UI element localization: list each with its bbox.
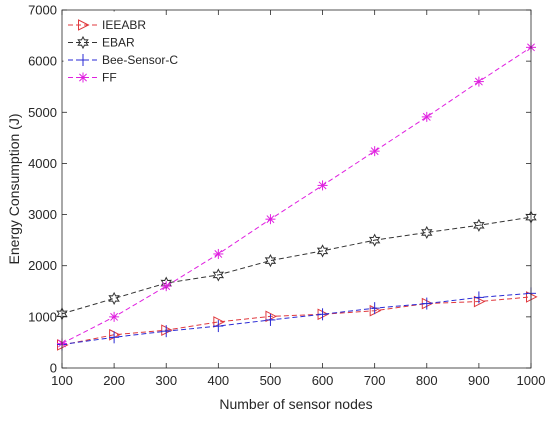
data-point-ebar: [316, 244, 329, 258]
legend-item-ebar: EBAR: [68, 36, 135, 50]
y-tick-label: 6000: [28, 54, 57, 69]
y-tick-label: 3000: [28, 207, 57, 222]
series-layer: [56, 42, 538, 351]
legend-marker: [78, 19, 90, 31]
data-point-bee-sensor-c: [421, 297, 432, 310]
y-tick-label: 4000: [28, 156, 57, 171]
data-point-ff: [265, 214, 276, 225]
y-tick-label: 2000: [28, 258, 57, 273]
y-tick-label: 5000: [28, 105, 57, 120]
data-point-bee-sensor-c: [109, 331, 120, 344]
y-tick-label: 7000: [28, 3, 57, 18]
data-point-bee-sensor-c: [213, 320, 224, 333]
x-tick-label: 100: [51, 373, 73, 388]
x-tick-label: 700: [364, 373, 386, 388]
data-point-ff: [369, 146, 380, 157]
x-tick-label: 800: [416, 373, 438, 388]
data-point-ff: [161, 281, 172, 292]
data-point-ff: [317, 180, 328, 191]
legend-label: Bee-Sensor-C: [102, 53, 178, 67]
data-point-ff: [109, 311, 120, 322]
data-point-ebar: [421, 225, 433, 240]
series-line-ebar: [61, 216, 532, 315]
series-line-ff: [61, 46, 532, 344]
data-point-ff: [473, 76, 484, 87]
series-line-bee-sensor-c: [61, 292, 532, 345]
legend-marker: [78, 54, 88, 66]
x-axis-label: Number of sensor nodes: [219, 396, 372, 412]
x-tick-label: 200: [103, 373, 125, 388]
data-point-bee-sensor-c: [369, 302, 380, 315]
axes-box: [61, 9, 532, 369]
data-point-bee-sensor-c: [317, 308, 328, 321]
x-tick-label: 600: [312, 373, 334, 388]
data-point-ff: [421, 111, 432, 122]
legend-label: EBAR: [102, 36, 135, 50]
data-point-bee-sensor-c: [265, 313, 276, 326]
legend-item-ieeabr: IEEABR: [68, 18, 146, 32]
x-tick-label: 400: [207, 373, 229, 388]
legend-item-bee-sensor-c: Bee-Sensor-C: [68, 53, 178, 67]
legend-marker: [78, 72, 88, 83]
data-point-ebar: [368, 233, 381, 247]
data-point-ebar: [212, 268, 225, 282]
x-tick-label: 1000: [517, 373, 546, 388]
x-tick-label: 500: [260, 373, 282, 388]
legend-label: FF: [102, 71, 117, 85]
y-tick-label: 0: [50, 361, 57, 376]
data-point-ff: [213, 248, 224, 259]
data-point-ebar: [108, 291, 120, 306]
legend-item-ff: FF: [68, 71, 117, 85]
legend-marker: [77, 35, 89, 50]
legend: IEEABR EBAR Bee-Sensor-C FF: [63, 11, 178, 91]
data-point-bee-sensor-c: [473, 291, 484, 304]
axes-layer: 100 200 300 400 500 600 700 800 900 1000 0 1000 2000…: [28, 3, 545, 389]
data-point-bee-sensor-c: [161, 325, 172, 338]
legend-label: IEEABR: [102, 18, 146, 32]
data-point-ebar: [473, 218, 485, 232]
data-point-ebar: [264, 254, 277, 268]
series-line-ieeabr: [61, 296, 532, 346]
y-axis-label: Energy Consumption (J): [6, 114, 22, 265]
y-tick-label: 1000: [28, 309, 57, 324]
x-tick-label: 300: [155, 373, 177, 388]
x-tick-label: 900: [468, 373, 490, 388]
